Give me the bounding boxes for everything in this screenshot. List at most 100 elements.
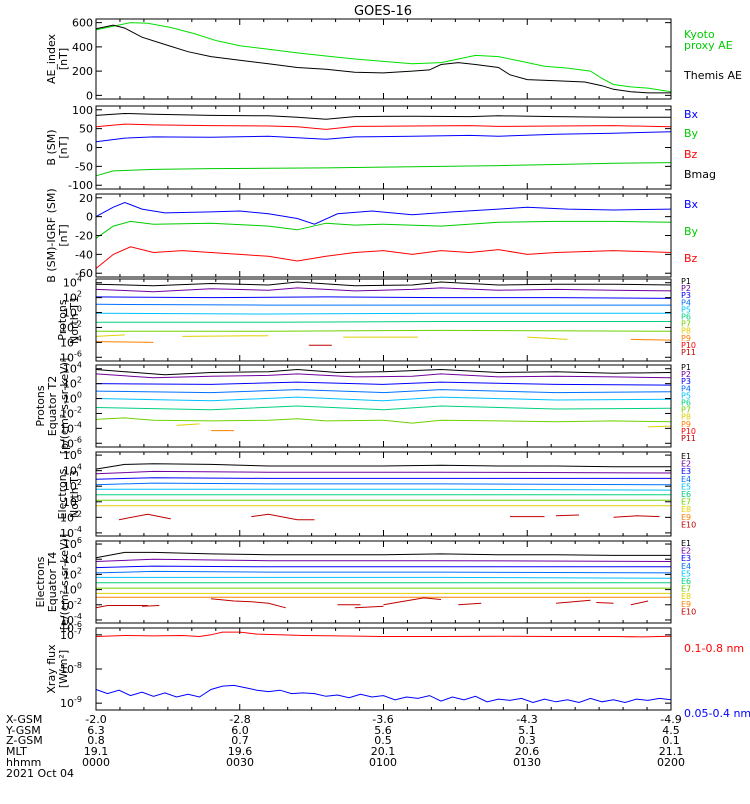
y-tick-exponent: 2 xyxy=(77,290,82,299)
x-row-value: 0.5 xyxy=(374,734,392,747)
y-axis-label: Equator T2 xyxy=(46,376,59,436)
series-line-pT1-2 xyxy=(95,296,672,299)
y-axis-label: AE_index xyxy=(45,33,58,84)
panel-frame xyxy=(95,105,672,190)
series-line-pT1-5 xyxy=(96,321,671,323)
x-row-value: 20.6 xyxy=(515,745,540,758)
x-row-value: 0000 xyxy=(82,756,110,769)
series-line-pT1-10 xyxy=(527,336,568,340)
legend-entry: By xyxy=(684,127,699,140)
legend-entry: P11 xyxy=(681,434,696,443)
series-line-bigrf-2 xyxy=(95,246,672,269)
y-tick-label: 100 xyxy=(63,494,82,509)
legend-entry: Bx xyxy=(684,108,699,121)
series-line-eT4-18 xyxy=(630,600,649,606)
legend-entry: P3 xyxy=(681,291,691,300)
y-tick-label: 104 xyxy=(63,361,82,376)
series-line-bsm-3 xyxy=(95,162,672,177)
plot-title: GOES-16 xyxy=(354,4,412,19)
y-axis-label: Electrons xyxy=(56,468,69,519)
y-tick-exponent: 4 xyxy=(77,463,82,472)
y-tick-base: 10 xyxy=(63,292,77,305)
legend-entry: E7 xyxy=(681,585,691,594)
series-line-pT1-7 xyxy=(95,334,125,337)
y-tick-label: 104 xyxy=(63,275,82,290)
legend-entry: E8 xyxy=(681,592,691,601)
y-tick-exponent: -8 xyxy=(74,661,82,670)
x-row-value: 6.3 xyxy=(87,724,105,737)
x-row-value: 20.1 xyxy=(371,745,396,758)
legend-entry: E3 xyxy=(681,467,691,476)
x-row-value: 19.1 xyxy=(84,745,109,758)
legend-entry: P2 xyxy=(681,370,691,379)
y-axis-label: North T3 xyxy=(68,470,81,518)
y-tick-label: 10-2 xyxy=(60,597,82,612)
y-tick-label: 104 xyxy=(63,463,82,478)
y-tick-label: 200 xyxy=(72,65,93,78)
x-row-label: hhmm xyxy=(6,756,41,769)
x-row-label: Z-GSM xyxy=(6,734,43,747)
series-line-pT2-8 xyxy=(647,425,672,428)
y-tick-label: 104 xyxy=(63,551,82,566)
series-line-eT4-10 xyxy=(141,605,160,607)
y-tick-exponent: 2 xyxy=(77,566,82,575)
y-tick-label: 102 xyxy=(63,566,82,581)
y-tick-exponent: -2 xyxy=(74,509,82,518)
legend-entry: E4 xyxy=(681,475,691,484)
series-line-eT3-12 xyxy=(613,515,660,518)
series-line-eT4-11 xyxy=(210,598,286,609)
panel-bigrf: -60 -40 -20 0 20 B (SM)-IGRF (SM) [nT] Bx By Bz xyxy=(45,188,699,282)
y-axis-label: [W/m²] xyxy=(57,650,70,688)
x-row-value: 19.6 xyxy=(228,745,253,758)
series-line-bigrf-0 xyxy=(95,201,672,225)
series-line-pT1-8 xyxy=(182,335,269,337)
y-axis-label: Protons xyxy=(34,385,47,426)
series-line-xray-1 xyxy=(95,684,672,704)
y-tick-base: 10 xyxy=(60,511,74,524)
legend-entry: E10 xyxy=(681,607,696,616)
y-tick-exponent: -6 xyxy=(74,620,82,629)
y-axis-label: [p/(cm²-s-sr-keV)] xyxy=(58,358,71,455)
y-tick-label: 600 xyxy=(72,17,93,30)
legend-entry: P3 xyxy=(681,377,691,386)
x-row-value: 0.3 xyxy=(518,734,536,747)
legend-entry: P4 xyxy=(681,384,691,393)
x-row-value: 0130 xyxy=(513,756,541,769)
y-tick-label: -100 xyxy=(68,179,93,192)
y-axis-label: [nT] xyxy=(57,48,70,70)
series-line-pT1-0 xyxy=(95,281,672,287)
y-tick-label: -50 xyxy=(75,160,93,173)
legend-entry: E2 xyxy=(681,460,691,469)
series-line-eT4-9 xyxy=(95,605,148,609)
x-row-value: 4.5 xyxy=(662,724,680,737)
legend-entry: P1 xyxy=(681,363,691,372)
series-line-eT4-16 xyxy=(555,599,591,604)
legend-entry: P7 xyxy=(681,406,691,415)
series-line-pT2-4 xyxy=(95,396,672,402)
x-row-label: X-GSM xyxy=(6,713,42,726)
legend-entry: E4 xyxy=(681,562,691,571)
y-tick-base: 10 xyxy=(63,465,77,478)
y-axis-label: [nT] xyxy=(57,224,70,246)
legend-entry: P2 xyxy=(681,284,691,293)
legend-entry: E5 xyxy=(681,482,691,491)
y-tick-base: 10 xyxy=(63,378,77,391)
y-tick-label: 102 xyxy=(63,290,82,305)
series-line-eT4-3 xyxy=(95,570,672,574)
series-line-eT3-11 xyxy=(555,514,580,517)
legend-entry: E10 xyxy=(681,520,696,529)
y-tick-exponent: 6 xyxy=(77,536,82,545)
x-row-value: -3.6 xyxy=(372,713,393,726)
legend-entry: P6 xyxy=(681,313,691,322)
legend-entry: P5 xyxy=(681,391,691,400)
series-line-eT4-2 xyxy=(95,565,671,569)
y-tick-label: -20 xyxy=(75,230,93,243)
legend-entry: 0.05-0.4 nm xyxy=(684,707,750,720)
y-tick-exponent: 0 xyxy=(77,391,82,400)
y-axis-label: [nT] xyxy=(57,136,70,158)
series-line-eT3-8 xyxy=(118,513,171,521)
y-tick-label: 100 xyxy=(63,305,82,320)
